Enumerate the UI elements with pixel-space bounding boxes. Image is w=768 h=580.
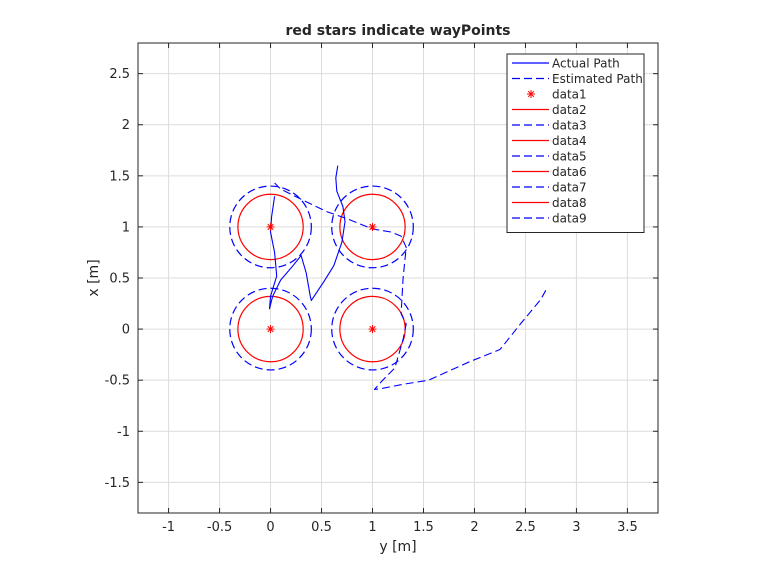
blue-dashed-circle [331,185,414,269]
x-tick-label: 2.5 [515,520,536,535]
legend-entry: data2 [512,103,587,117]
legend-entry: data8 [512,196,587,210]
chart-title: red stars indicate wayPoints [285,23,510,39]
ticks: -1 -0.5 0 0.5 1 1.5 2 2.5 3 3.5 -1.5 -1 -0.5 0 0.5 1 1.5… [105,43,658,535]
y-tick-label: 0 [122,323,130,338]
red-solid-circle [237,193,304,261]
blue-dashed-circle [229,185,312,269]
legend-label: data7 [552,181,587,195]
y-tick-label: 1.5 [109,169,130,184]
x-tick-label: 3 [572,520,580,535]
legend-entry: data6 [512,165,587,179]
legend-label: data3 [552,119,587,133]
legend-label: Estimated Path [552,72,643,86]
legend-label: data8 [552,196,587,210]
actual-path-line [268,165,346,310]
legend-label: data6 [552,165,587,179]
legend-label: data9 [552,212,587,226]
red-solid-circle [339,193,406,261]
legend-label: data5 [552,150,587,164]
star-stroke [369,223,376,231]
star-stroke [267,325,274,333]
y-tick-label: -1.5 [105,476,130,491]
y-tick-label: -0.5 [105,374,130,389]
star-stroke [527,90,535,98]
waypoint-star-marker [266,325,275,334]
waypoint-star-marker [368,222,377,231]
legend-entry: data1 [527,88,587,102]
legend-label: data4 [552,134,587,148]
x-tick-label: 2 [470,520,478,535]
legend-label: data2 [552,103,587,117]
x-tick-label: -0.5 [207,520,232,535]
legend-entry: data7 [512,181,587,195]
estimated-path-line [274,182,547,390]
x-tick-label: 0.5 [311,520,332,535]
star-stroke [267,223,274,231]
y-tick-label: 2 [122,118,130,133]
blue-dashed-circle [331,287,414,371]
legend-star-marker [527,90,535,98]
x-tick-label: 3.5 [617,520,638,535]
star-stroke [369,325,376,333]
waypoint-star-marker [368,325,377,334]
x-tick-label: 1 [368,520,376,535]
plot-content [229,165,547,390]
x-tick-label: 0 [266,520,274,535]
y-axis-label: x [m] [86,259,102,296]
x-tick-label: -1 [162,520,175,535]
waypoint-star-marker [266,222,275,231]
y-tick-label: 2.5 [109,67,130,82]
y-tick-label: 0.5 [109,272,130,287]
x-axis-label: y [m] [379,539,416,555]
blue-dashed-circle [229,287,312,371]
y-tick-label: -1 [117,425,130,440]
y-tick-label: 1 [122,220,130,235]
legend-entry: data5 [512,150,587,164]
legend-entry: Actual Path [512,57,620,71]
legend-entry: data3 [512,119,587,133]
legend-entry: data4 [512,134,587,148]
legend-label: data1 [552,88,587,102]
legend-label: Actual Path [552,57,620,71]
legend-entry: data9 [512,212,587,226]
x-tick-label: 1.5 [413,520,434,535]
legend-entry: Estimated Path [512,72,643,86]
